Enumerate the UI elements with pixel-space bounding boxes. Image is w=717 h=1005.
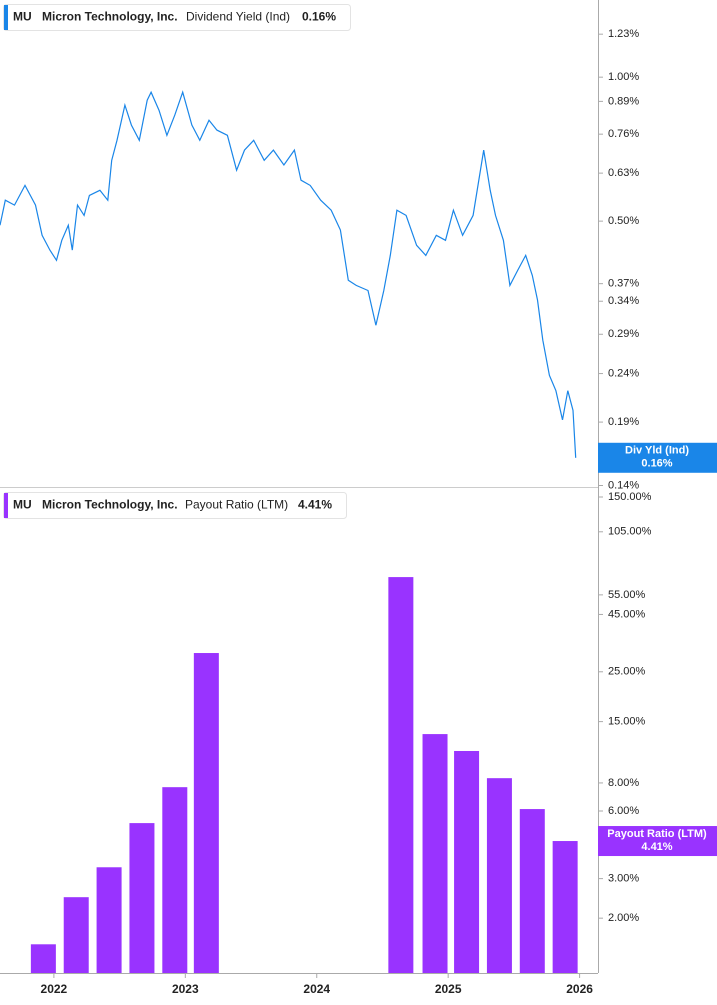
y-tick-label: 0.14% [608, 479, 639, 491]
company: Micron Technology, Inc. [42, 10, 178, 24]
y-tick-label: 1.23% [608, 28, 639, 40]
bar [162, 787, 188, 973]
y-tick-label: 25.00% [608, 666, 646, 678]
y-tick-label: 0.24% [608, 367, 639, 379]
y-tick-label: 6.00% [608, 805, 639, 817]
badge-value: 0.16% [641, 458, 672, 470]
company: Micron Technology, Inc. [42, 498, 178, 512]
bar [422, 734, 448, 973]
y-tick-label: 0.34% [608, 295, 639, 307]
badge-name: Payout Ratio (LTM) [607, 828, 707, 840]
bar [552, 841, 578, 973]
y-tick-label: 0.37% [608, 278, 639, 290]
ticker: MU [13, 498, 32, 512]
y-tick-label: 0.76% [608, 128, 639, 140]
legend-box [3, 492, 347, 519]
bar [129, 823, 155, 973]
y-tick-label: 105.00% [608, 526, 652, 538]
legend-swatch [4, 5, 8, 30]
y-tick-label: 45.00% [608, 608, 646, 620]
bar [96, 867, 122, 973]
bar [63, 897, 89, 973]
y-tick-label: 150.00% [608, 491, 652, 503]
bar [388, 577, 414, 973]
x-tick-label: 2022 [41, 982, 68, 996]
y-tick-label: 0.19% [608, 416, 639, 428]
badge-name: Div Yld (Ind) [625, 445, 689, 457]
bar [454, 750, 480, 973]
legend-swatch [4, 493, 8, 518]
y-tick-label: 3.00% [608, 873, 639, 885]
x-tick-label: 2023 [172, 982, 199, 996]
y-tick-label: 0.89% [608, 95, 639, 107]
y-tick-label: 15.00% [608, 716, 646, 728]
y-tick-label: 0.29% [608, 328, 639, 340]
bar [486, 778, 512, 973]
y-tick-label: 8.00% [608, 777, 639, 789]
legend-value: 0.16% [302, 10, 336, 24]
value-badge [598, 442, 717, 473]
x-tick-label: 2025 [435, 982, 462, 996]
legend-value: 4.41% [298, 498, 332, 512]
y-tick-label: 0.50% [608, 215, 639, 227]
bar [30, 944, 56, 973]
legend-entry: Payout Ratio (LTM) [185, 498, 288, 512]
y-tick-label: 2.00% [608, 912, 639, 924]
bar [519, 809, 545, 973]
value-badge [598, 826, 717, 857]
line [0, 90, 577, 458]
legend-entry: Dividend Yield (Ind) [186, 10, 290, 24]
badge-value: 4.41% [641, 841, 672, 853]
x-tick-label: 2024 [303, 982, 330, 996]
x-tick-label: 2026 [566, 982, 593, 996]
y-tick-label: 55.00% [608, 589, 646, 601]
bar [193, 653, 219, 973]
y-tick-label: 0.63% [608, 167, 639, 179]
legend-box [3, 4, 351, 31]
ticker: MU [13, 10, 32, 24]
y-tick-label: 1.00% [608, 71, 639, 83]
